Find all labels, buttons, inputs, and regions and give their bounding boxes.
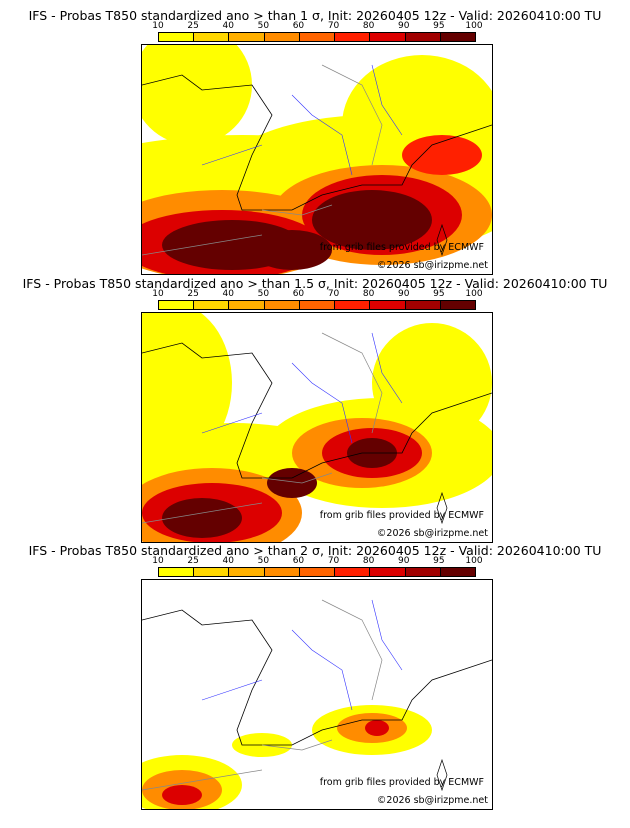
colorbar-tick: 40 (222, 21, 234, 31)
colorbar-tick: 95 (433, 556, 445, 566)
colorbar-tick: 100 (465, 556, 483, 566)
probability-area (162, 498, 242, 538)
colorbar-swatch (370, 301, 406, 309)
colorbar-swatch (299, 33, 336, 41)
colorbar-swatch (159, 33, 195, 41)
colorbar (158, 567, 476, 577)
copyright-credit: ©2026 sb@irizpme.net (376, 795, 488, 806)
probability-area (365, 720, 389, 736)
colorbar-tick: 95 (433, 21, 445, 31)
colorbar-swatch (335, 33, 371, 41)
source-credit: from grib files provided by ECMWF (319, 242, 484, 253)
colorbar-tick: 40 (222, 289, 234, 299)
colorbar-tick: 40 (222, 556, 234, 566)
probability-area (142, 45, 252, 145)
colorbar-tick: 60 (292, 21, 305, 31)
colorbar-swatch (440, 33, 475, 41)
colorbar-ticks: 10 25 40 50 60 70 80 90 95 100 (152, 556, 482, 566)
colorbar-tick: 95 (433, 289, 445, 299)
colorbar-swatch (159, 301, 195, 309)
probability-map: from grib files provided by ECMWF ©2026 s… (141, 312, 493, 543)
colorbar-swatch (159, 568, 195, 576)
probability-area (267, 468, 317, 498)
colorbar-tick: 10 (152, 289, 164, 299)
colorbar-tick: 60 (292, 289, 305, 299)
colorbar-swatch (264, 33, 300, 41)
probability-map: from grib files provided by ECMWF ©2026 s… (141, 44, 493, 275)
source-credit: from grib files provided by ECMWF (319, 777, 484, 788)
rivers (201, 332, 403, 444)
corsica-island (436, 223, 448, 257)
probability-area (312, 190, 432, 250)
probability-map: from grib files provided by ECMWF ©2026 s… (141, 579, 493, 810)
colorbar-tick: 70 (327, 556, 340, 566)
colorbar-swatch (299, 568, 336, 576)
colorbar-tick: 100 (465, 289, 483, 299)
colorbar-swatch (335, 568, 371, 576)
colorbar-tick: 60 (292, 556, 305, 566)
colorbar-swatch (440, 301, 475, 309)
colorbar-tick: 90 (398, 556, 410, 566)
colorbar-tick: 50 (257, 556, 270, 566)
colorbar-tick: 50 (257, 21, 270, 31)
coastline (142, 74, 492, 211)
colorbar-swatch (229, 568, 265, 576)
colorbar-swatch (440, 568, 475, 576)
colorbar-swatch (405, 301, 441, 309)
panel-title: IFS - Probas T850 standardized ano > tha… (22, 276, 608, 291)
colorbar-swatch (335, 301, 371, 309)
colorbar-tick: 100 (465, 21, 483, 31)
colorbar-ticks: 10 25 40 50 60 70 80 90 95 100 (152, 289, 482, 299)
colorbar-tick: 80 (362, 289, 375, 299)
colorbar-ticks: 10 25 40 50 60 70 80 90 95 100 (152, 21, 482, 31)
colorbar-swatch (229, 33, 265, 41)
colorbar-swatch (405, 568, 441, 576)
colorbar-swatch (264, 301, 300, 309)
copyright-credit: ©2026 sb@irizpme.net (376, 260, 488, 271)
colorbar-swatch (370, 33, 406, 41)
copyright-credit: ©2026 sb@irizpme.net (376, 528, 488, 539)
colorbar-tick: 25 (187, 556, 199, 566)
country-borders (142, 64, 383, 256)
colorbar-swatch (194, 301, 230, 309)
colorbar-tick: 90 (398, 289, 410, 299)
colorbar-tick: 80 (362, 21, 375, 31)
rivers (201, 64, 403, 176)
country-borders (142, 332, 383, 524)
corsica-island (436, 758, 448, 792)
colorbar-tick: 10 (152, 21, 164, 31)
panel-title: IFS - Probas T850 standardized ano > tha… (28, 543, 602, 558)
panel-title: IFS - Probas T850 standardized ano > tha… (28, 8, 602, 23)
colorbar-tick: 90 (398, 21, 410, 31)
colorbar-tick: 10 (152, 556, 164, 566)
colorbar-tick: 80 (362, 556, 375, 566)
colorbar-swatch (299, 301, 336, 309)
coastline (142, 342, 492, 479)
colorbar-swatch (405, 33, 441, 41)
probability-area (162, 785, 202, 805)
probability-area (402, 135, 482, 175)
corsica-island (436, 491, 448, 525)
colorbar-tick: 25 (187, 289, 199, 299)
colorbar (158, 300, 476, 310)
colorbar-tick: 70 (327, 21, 340, 31)
colorbar-swatch (264, 568, 300, 576)
country-borders (142, 599, 383, 791)
colorbar-swatch (229, 301, 265, 309)
colorbar (158, 32, 476, 42)
probability-area (252, 230, 332, 270)
rivers (201, 599, 403, 711)
colorbar-swatch (194, 568, 230, 576)
source-credit: from grib files provided by ECMWF (319, 510, 484, 521)
coastline (142, 609, 492, 746)
colorbar-tick: 50 (257, 289, 270, 299)
probability-area (372, 323, 492, 443)
colorbar-swatch (370, 568, 406, 576)
colorbar-tick: 70 (327, 289, 340, 299)
colorbar-swatch (194, 33, 230, 41)
colorbar-tick: 25 (187, 21, 199, 31)
